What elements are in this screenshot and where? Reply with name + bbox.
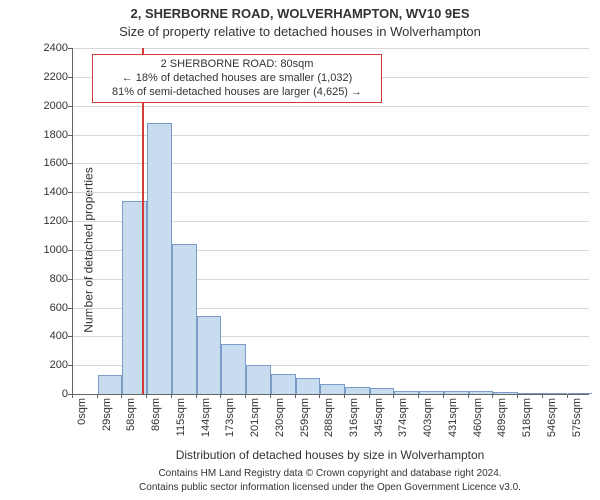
- histogram-bar: [469, 391, 494, 394]
- y-tick-label: 2000: [44, 100, 68, 112]
- x-tick-label: 518sqm: [521, 398, 533, 437]
- x-tick-mark: [517, 394, 518, 398]
- y-tick-label: 600: [50, 302, 68, 314]
- gridline: [73, 106, 589, 107]
- x-tick-label: 144sqm: [200, 398, 212, 437]
- chart-title-line1: 2, SHERBORNE ROAD, WOLVERHAMPTON, WV10 9…: [0, 6, 600, 21]
- histogram-bar: [172, 244, 197, 394]
- y-tick-label: 1200: [44, 215, 68, 227]
- info-line3: 81% of semi-detached houses are larger (…: [99, 86, 375, 100]
- x-tick-mark: [369, 394, 370, 398]
- y-tick-mark: [68, 308, 72, 309]
- x-tick-label: 489sqm: [496, 398, 508, 437]
- x-tick-label: 288sqm: [323, 398, 335, 437]
- x-tick-label: 0sqm: [76, 398, 88, 425]
- info-box: 2 SHERBORNE ROAD: 80sqm ← 18% of detache…: [92, 54, 382, 103]
- info-line2: ← 18% of detached houses are smaller (1,…: [99, 72, 375, 86]
- histogram-bar: [271, 374, 296, 394]
- y-tick-mark: [68, 221, 72, 222]
- y-tick-label: 800: [50, 273, 68, 285]
- x-tick-mark: [97, 394, 98, 398]
- x-tick-label: 230sqm: [274, 398, 286, 437]
- x-tick-label: 431sqm: [447, 398, 459, 437]
- histogram-bar: [246, 365, 271, 394]
- x-tick-mark: [443, 394, 444, 398]
- x-axis-label: Distribution of detached houses by size …: [72, 448, 588, 462]
- y-tick-mark: [68, 48, 72, 49]
- info-line1: 2 SHERBORNE ROAD: 80sqm: [99, 58, 375, 72]
- histogram-bar: [568, 393, 593, 394]
- chart-title-line2: Size of property relative to detached ho…: [0, 24, 600, 39]
- x-tick-label: 201sqm: [249, 398, 261, 437]
- x-tick-label: 345sqm: [373, 398, 385, 437]
- x-tick-mark: [121, 394, 122, 398]
- y-tick-mark: [68, 135, 72, 136]
- x-tick-label: 29sqm: [101, 398, 113, 431]
- x-tick-label: 58sqm: [125, 398, 137, 431]
- x-tick-mark: [72, 394, 73, 398]
- y-tick-mark: [68, 77, 72, 78]
- footer-line1: Contains HM Land Registry data © Crown c…: [72, 468, 588, 479]
- x-tick-mark: [567, 394, 568, 398]
- histogram-bar: [444, 391, 469, 394]
- x-tick-label: 575sqm: [571, 398, 583, 437]
- y-tick-label: 1400: [44, 186, 68, 198]
- x-tick-mark: [468, 394, 469, 398]
- x-tick-mark: [393, 394, 394, 398]
- y-tick-mark: [68, 250, 72, 251]
- x-tick-label: 460sqm: [472, 398, 484, 437]
- y-tick-label: 1600: [44, 157, 68, 169]
- chart-container: { "title_line1": "2, SHERBORNE ROAD, WOL…: [0, 0, 600, 500]
- histogram-bar: [147, 123, 172, 394]
- y-tick-label: 1800: [44, 129, 68, 141]
- histogram-bar: [419, 391, 444, 394]
- x-tick-mark: [146, 394, 147, 398]
- y-tick-mark: [68, 192, 72, 193]
- y-tick-label: 200: [50, 359, 68, 371]
- histogram-bar: [493, 392, 518, 394]
- histogram-bar: [296, 378, 321, 394]
- x-tick-label: 403sqm: [422, 398, 434, 437]
- y-tick-label: 2200: [44, 71, 68, 83]
- y-tick-mark: [68, 336, 72, 337]
- footer-line2: Contains public sector information licen…: [72, 482, 588, 493]
- y-tick-label: 1000: [44, 244, 68, 256]
- x-tick-label: 173sqm: [224, 398, 236, 437]
- x-tick-mark: [295, 394, 296, 398]
- x-tick-mark: [418, 394, 419, 398]
- histogram-bar: [543, 393, 568, 394]
- x-tick-mark: [319, 394, 320, 398]
- x-tick-mark: [171, 394, 172, 398]
- x-tick-mark: [220, 394, 221, 398]
- y-tick-mark: [68, 279, 72, 280]
- x-tick-mark: [245, 394, 246, 398]
- histogram-bar: [197, 316, 222, 394]
- x-tick-label: 316sqm: [348, 398, 360, 437]
- x-tick-mark: [196, 394, 197, 398]
- histogram-bar: [221, 344, 246, 394]
- histogram-bar: [370, 388, 395, 394]
- y-tick-mark: [68, 365, 72, 366]
- histogram-bar: [320, 384, 345, 394]
- histogram-bar: [345, 387, 370, 394]
- x-tick-label: 115sqm: [175, 398, 187, 436]
- x-tick-mark: [344, 394, 345, 398]
- y-tick-mark: [68, 163, 72, 164]
- x-tick-label: 259sqm: [299, 398, 311, 437]
- histogram-bar: [518, 393, 543, 394]
- x-tick-mark: [542, 394, 543, 398]
- gridline: [73, 48, 589, 49]
- histogram-bar: [98, 375, 123, 394]
- histogram-bar: [394, 391, 419, 394]
- y-tick-mark: [68, 106, 72, 107]
- x-tick-label: 546sqm: [546, 398, 558, 437]
- x-tick-mark: [270, 394, 271, 398]
- x-tick-label: 374sqm: [397, 398, 409, 437]
- y-tick-label: 400: [50, 330, 68, 342]
- y-tick-label: 2400: [44, 42, 68, 54]
- x-tick-mark: [492, 394, 493, 398]
- x-tick-label: 86sqm: [150, 398, 162, 431]
